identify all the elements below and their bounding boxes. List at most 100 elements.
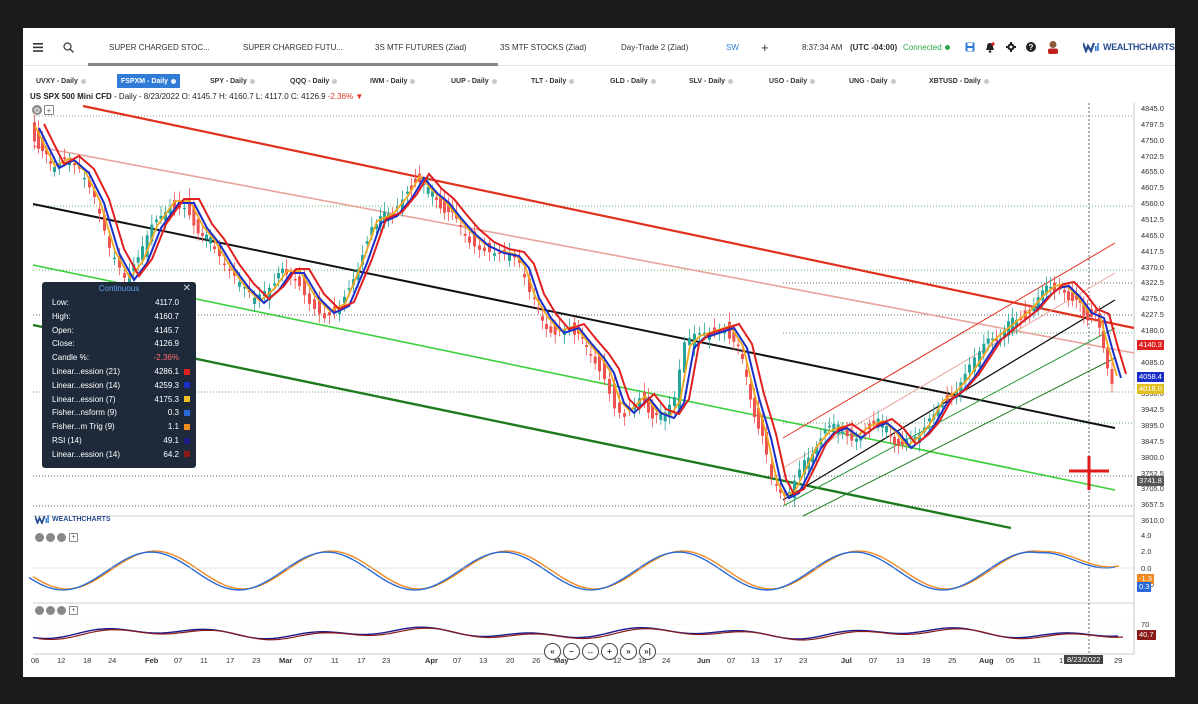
- date-axis-label: 13: [479, 656, 488, 665]
- channel-line: [782, 299, 1116, 501]
- data-window-row: Linear...ession (14) 4259.3: [52, 379, 190, 392]
- price-tag: 3741.8: [1137, 476, 1164, 486]
- app-window: SUPER CHARGED STOC... SUPER CHARGED FUTU…: [23, 28, 1175, 677]
- price-axis-label: 4702.5: [1141, 151, 1164, 161]
- hamburger-icon[interactable]: [33, 28, 43, 66]
- watermark: WEALTHCHARTS: [35, 514, 111, 524]
- price-tag: 4018.0: [1137, 384, 1164, 394]
- scroll-to-end-button[interactable]: »|: [639, 643, 656, 660]
- symbol-tab-xbtusd[interactable]: XBTUSD - Daily: [929, 74, 989, 88]
- price-axis-label: 3847.5: [1141, 436, 1164, 446]
- candle-body: [1086, 309, 1089, 321]
- rsi-minimize-icon[interactable]: [57, 606, 66, 615]
- symbol-tab-uup[interactable]: UUP - Daily: [451, 74, 497, 88]
- candle-body: [663, 412, 667, 422]
- tab-watchlist-1[interactable]: SUPER CHARGED STOC...: [109, 42, 210, 52]
- symbol-tab-ung[interactable]: UNG - Daily: [849, 74, 896, 88]
- candle-body: [1094, 310, 1097, 313]
- scroll-left-fast-button[interactable]: «: [544, 643, 561, 660]
- data-window-row: RSI (14) 49.1: [52, 434, 190, 447]
- symbol-tab-slv[interactable]: SLV - Daily: [689, 74, 734, 88]
- gear-icon[interactable]: [1006, 28, 1016, 66]
- candle-body: [659, 413, 663, 420]
- price-chart[interactable]: [23, 28, 1175, 677]
- rsi-close-icon[interactable]: [46, 606, 55, 615]
- symbol-tab-tlt[interactable]: TLT - Daily: [531, 74, 575, 88]
- candle-body: [885, 426, 888, 433]
- data-window-value: 4286.1: [154, 367, 179, 376]
- candle-body: [238, 282, 241, 287]
- candle-body: [401, 199, 404, 210]
- symbol-tab-label: USO - Daily: [769, 77, 808, 85]
- price-axis-label: 4180.0: [1141, 325, 1164, 335]
- symbol-tab-label: FSPXM - Daily: [121, 77, 169, 85]
- fisher-settings-icon[interactable]: [35, 533, 44, 542]
- zoom-in-button[interactable]: +: [601, 643, 618, 660]
- reset-zoom-button[interactable]: ↔: [582, 643, 599, 660]
- scroll-right-fast-button[interactable]: »: [620, 643, 637, 660]
- data-window-label: Linear...ession (14): [52, 380, 121, 390]
- candle-body: [1003, 330, 1006, 338]
- tab-watchlist-2[interactable]: SUPER CHARGED FUTU...: [243, 42, 344, 52]
- help-icon[interactable]: ?: [1026, 28, 1036, 66]
- candle-body: [893, 436, 896, 444]
- candle-body: [308, 293, 311, 304]
- candle-body: [213, 246, 216, 250]
- chart-settings-icon[interactable]: ⚙: [32, 105, 42, 115]
- date-axis-label: 23: [799, 656, 808, 665]
- candle-body: [1045, 285, 1048, 295]
- save-icon[interactable]: [965, 28, 975, 66]
- rsi-add-icon[interactable]: +: [69, 606, 78, 615]
- search-icon[interactable]: [63, 28, 74, 66]
- series-color-swatch: [184, 437, 190, 444]
- candle-body: [811, 453, 814, 463]
- tab-watchlist-6[interactable]: SW: [726, 42, 739, 52]
- date-axis-label: 17: [226, 656, 235, 665]
- add-indicator-icon[interactable]: +: [44, 105, 54, 115]
- tab-status-dot-icon: [249, 78, 255, 84]
- candle-body: [313, 299, 316, 309]
- candle-body: [749, 383, 752, 400]
- series-color-swatch: [184, 327, 190, 333]
- candle-body: [1015, 319, 1018, 327]
- candle-body: [698, 333, 701, 335]
- candle-body: [483, 247, 486, 252]
- data-window[interactable]: Continuous ✕ Low: 4117.0 High: 4160.7 Open: 4…: [42, 282, 196, 468]
- add-tab-button[interactable]: +: [761, 39, 769, 55]
- symbol-tab-uso[interactable]: USO - Daily: [769, 74, 816, 88]
- tab-status-dot-icon: [332, 78, 338, 84]
- user-avatar[interactable]: [1047, 28, 1059, 66]
- candle-body: [1106, 348, 1109, 369]
- rsi-axis-label: 70: [1141, 620, 1150, 629]
- symbol-tab-spy[interactable]: SPY - Daily: [210, 74, 255, 88]
- date-axis-label: 18: [638, 656, 647, 665]
- zoom-out-button[interactable]: −: [563, 643, 580, 660]
- symbol-tab-fspxm[interactable]: FSPXM - Daily: [117, 74, 181, 88]
- candle-body: [765, 432, 768, 455]
- symbol-tab-iwm[interactable]: IWM - Daily: [370, 74, 416, 88]
- symbol-tab-gld[interactable]: GLD - Daily: [610, 74, 656, 88]
- price-axis-label: 4370.0: [1141, 262, 1164, 272]
- symbol-tab-uvxy[interactable]: UVXY - Daily: [36, 74, 86, 88]
- fisher-close-icon[interactable]: [46, 533, 55, 542]
- rsi-tag: 40.7: [1137, 630, 1156, 640]
- fisher-add-icon[interactable]: +: [69, 533, 78, 542]
- series-color-swatch: [184, 368, 190, 375]
- fisher-minimize-icon[interactable]: [57, 533, 66, 542]
- close-icon[interactable]: ✕: [182, 283, 191, 294]
- series-line-lr14: [38, 127, 1122, 500]
- symbol-tab-qqq[interactable]: QQQ - Daily: [290, 74, 338, 88]
- rsi-settings-icon[interactable]: [35, 606, 44, 615]
- data-window-label: Candle %:: [52, 353, 89, 363]
- price-axis-label: 3610.0: [1141, 516, 1164, 526]
- tab-status-dot-icon: [983, 78, 989, 84]
- chart-change-percent: -2.36%: [327, 92, 354, 101]
- tab-watchlist-3[interactable]: 3S MTF FUTURES (Ziad): [375, 42, 467, 52]
- tab-watchlist-5[interactable]: Day-Trade 2 (Ziad): [621, 42, 689, 52]
- data-window-row: Linear...ession (14) 64.2: [52, 448, 190, 461]
- tab-watchlist-4[interactable]: 3S MTF STOCKS (Ziad): [500, 42, 587, 52]
- notification-bell-icon[interactable]: [985, 28, 995, 66]
- candle-body: [83, 177, 86, 180]
- price-axis-label: 4465.0: [1141, 230, 1164, 240]
- date-axis-label: 17: [357, 656, 366, 665]
